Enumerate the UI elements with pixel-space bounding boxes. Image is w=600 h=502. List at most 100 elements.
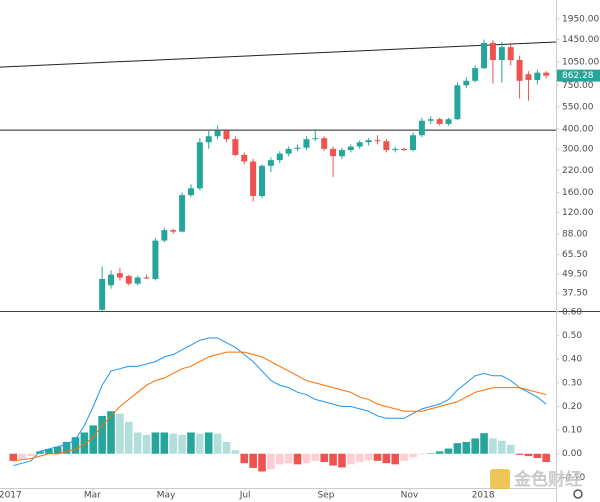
histogram-bar: [9, 453, 18, 461]
candle-body: [179, 195, 186, 232]
candle-body: [187, 188, 194, 196]
histogram-bar: [338, 453, 346, 468]
histogram-bar: [213, 433, 222, 454]
macd-line: [13, 337, 547, 467]
y-tick-label: 300.00: [562, 144, 594, 154]
last-price-label: 862.28: [562, 71, 594, 81]
histogram-bar: [364, 453, 373, 461]
histogram-bar: [18, 453, 27, 459]
candle-body: [418, 120, 425, 136]
histogram-bar: [329, 453, 337, 466]
y-tick-label: 49.50: [562, 269, 588, 279]
candle-body: [223, 130, 230, 140]
histogram-bar: [53, 446, 62, 454]
y-tick-label: 0.30: [562, 378, 582, 388]
histogram-bar: [45, 449, 53, 454]
histogram-bar: [489, 438, 497, 454]
histogram-bar: [160, 432, 169, 454]
histogram-bar: [124, 421, 133, 454]
candle-body: [445, 119, 452, 124]
histogram-bar: [62, 441, 71, 454]
histogram-bar: [240, 453, 249, 464]
histogram-bar: [453, 443, 462, 454]
histogram-bar: [347, 453, 355, 465]
histogram-bar: [258, 453, 266, 472]
histogram-bar: [444, 448, 453, 454]
y-tick-label: 1450.00: [562, 35, 599, 45]
axes: 37.50 49.50 65.50 88.00 120.00 160.00 220.00 30…: [0, 14, 600, 501]
histogram-bar: [196, 433, 204, 454]
candle-body: [338, 150, 345, 157]
candle-body: [481, 42, 488, 69]
histogram-bar: [542, 453, 551, 463]
candle-body: [436, 119, 443, 124]
histogram-bar: [133, 432, 142, 454]
candle-body: [534, 72, 541, 80]
watermark-icon: [490, 469, 510, 489]
y-tick-label: 0.20: [562, 402, 582, 412]
candle-body: [401, 148, 408, 151]
histogram-bar: [533, 453, 542, 458]
histogram-bar: [391, 453, 400, 465]
histogram-bar: [524, 453, 533, 457]
candle-body: [205, 136, 212, 143]
candle-body: [161, 230, 168, 241]
histogram-bar: [142, 434, 151, 454]
histogram-bar: [222, 441, 231, 454]
candle-body: [365, 140, 372, 143]
y-tick-label: 0.00: [562, 449, 582, 459]
x-tick-label: Sep: [317, 491, 334, 501]
candle-body: [489, 42, 496, 60]
macd-panel: [9, 337, 551, 472]
candle-body: [374, 140, 381, 142]
histogram-bar: [80, 432, 89, 454]
y-tick-label: 65.50: [562, 250, 588, 260]
x-tick-label: 2018: [472, 491, 495, 501]
histogram-bar: [498, 440, 506, 454]
histogram-bar: [151, 432, 160, 454]
histogram-bar: [373, 453, 382, 461]
histogram-bar: [249, 453, 257, 468]
histogram-bar: [267, 453, 275, 470]
candle-body: [410, 135, 417, 151]
y-tick-label: 0.60: [562, 308, 582, 318]
y-tick-label: 1050.00: [562, 57, 599, 67]
histogram-bar: [435, 451, 444, 454]
last-price-box: [557, 69, 600, 82]
y-tick-label: 220.00: [562, 166, 594, 176]
y-tick-label: 550.00: [562, 102, 594, 112]
y-tick-label: 0.50: [562, 331, 582, 341]
candle-body: [427, 119, 434, 121]
watermark: 金色财经: [513, 469, 582, 490]
candle-body: [134, 277, 141, 284]
candle-body: [108, 274, 115, 286]
candle-body: [312, 138, 319, 140]
y-tick-label: 37.50: [562, 289, 588, 299]
y-tick-label: 750.00: [562, 81, 594, 91]
settings-icon[interactable]: [573, 489, 583, 499]
histogram-bar: [480, 433, 488, 454]
histogram-bar: [302, 453, 311, 464]
candle-body: [472, 68, 479, 81]
macd-line: [13, 351, 547, 462]
histogram-bar: [284, 453, 293, 464]
candle-body: [116, 273, 123, 278]
histogram-bar: [89, 425, 98, 454]
histogram-bar: [36, 451, 44, 454]
trend-line: [0, 41, 556, 68]
candle-body: [294, 147, 301, 149]
histogram-bar: [462, 441, 471, 454]
candle-body: [498, 47, 505, 60]
candle-body: [267, 160, 274, 166]
price-panel: [0, 39, 556, 311]
histogram-bar: [515, 453, 524, 455]
candle-body: [383, 141, 390, 151]
y-tick-label: 400.00: [562, 124, 594, 134]
y-tick-label: 88.00: [562, 229, 588, 239]
histogram-bar: [204, 432, 213, 454]
candle-body: [152, 240, 159, 279]
candle-body: [303, 139, 310, 148]
candle-body: [232, 139, 239, 155]
